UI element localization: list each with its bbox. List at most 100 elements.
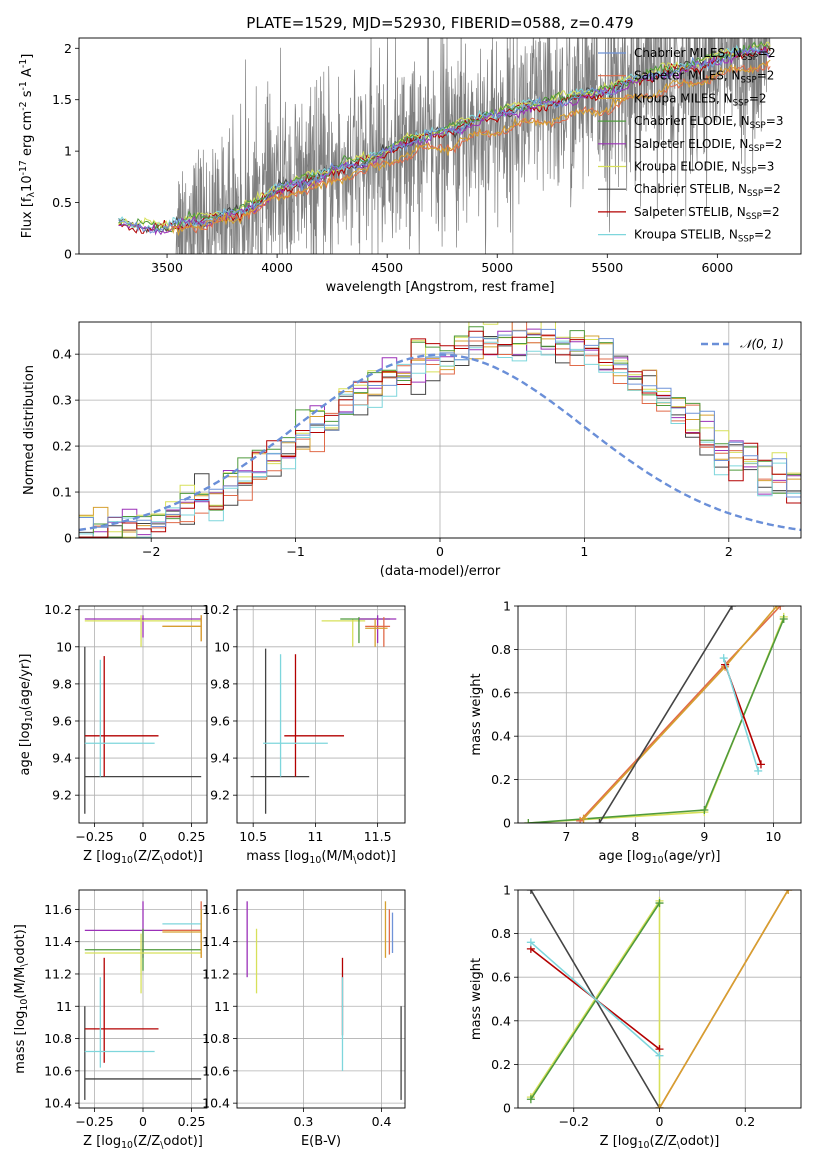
gaussian-curve xyxy=(79,353,801,532)
y-tick-label: 9.8 xyxy=(210,676,230,691)
text-span: ] xyxy=(20,54,35,59)
text-span: )] xyxy=(13,924,28,934)
plot-area xyxy=(118,38,771,254)
y-tick-label: 0.2 xyxy=(491,1057,511,1072)
plot-area xyxy=(250,615,397,814)
x-tick-label: 10.5 xyxy=(239,829,267,844)
weight-line-kroupa_stelib xyxy=(722,657,759,772)
x-tick-label: −0.2 xyxy=(559,1114,589,1129)
text-span: Kroupa ELODIE, N xyxy=(634,160,741,174)
y-tick-label: 1 xyxy=(503,599,511,614)
axes-overlay: 3500 4000 4500 5000 5500 6000 0 0.5 1 1.5 2 wavelen… xyxy=(18,14,802,295)
weight-marker-salpeter_miles xyxy=(776,606,785,610)
y-tick-label: 9.6 xyxy=(210,713,230,728)
y-tick-label: 9.4 xyxy=(210,751,230,766)
x-tick-label: 5500 xyxy=(591,260,623,275)
y-tick-label: 1.5 xyxy=(52,92,72,107)
panel-spectrum: 3500 4000 4500 5000 5500 6000 0 0.5 1 1.5 2 wavelen… xyxy=(18,14,802,295)
text-span: ( xyxy=(321,849,326,864)
y-tick-label: 9.4 xyxy=(52,751,72,766)
model-spectrum-kroupa_miles xyxy=(171,59,771,237)
weight-line-chabrier_stelib xyxy=(598,606,733,823)
x-tick-label: −0.25 xyxy=(75,829,113,844)
y-tick-label: 0.2 xyxy=(491,772,511,787)
x-tick-label: 0.2 xyxy=(735,1114,755,1129)
x-axis-label: E(B-V) xyxy=(301,1134,341,1149)
y-tick-label: 9.6 xyxy=(52,713,72,728)
text-span: ( xyxy=(649,1134,654,1149)
histogram-chabrier_miles xyxy=(79,328,801,528)
text-span: M/M xyxy=(326,849,353,864)
text-span: 10 xyxy=(20,175,35,192)
text-span: age [log xyxy=(598,849,651,864)
weight-marker-chabrier_elodie xyxy=(779,615,788,624)
x-tick-label: 4000 xyxy=(261,260,293,275)
x-tick-label: −1 xyxy=(286,544,304,559)
x-tick-label: 0 xyxy=(139,829,147,844)
text-span: mass weight xyxy=(469,958,484,1040)
text-span: Flux [f xyxy=(20,197,35,238)
y-tick-label: 10.4 xyxy=(44,1096,72,1111)
y-tick-label: 11 xyxy=(56,999,72,1014)
weight-marker-kroupa_miles xyxy=(655,1104,664,1108)
weight-marker-kroupa_stelib xyxy=(655,1051,664,1060)
axes-frame xyxy=(517,605,802,824)
text-span: 10 xyxy=(638,1140,650,1151)
histogram-salpeter_stelib xyxy=(79,330,801,538)
y-tick-label: 0.4 xyxy=(52,347,72,362)
legend-label: Chabrier STELIB, NSSP=2 xyxy=(634,182,781,199)
x-tick-label: −0.25 xyxy=(75,1114,113,1129)
legend-label: Chabrier MILES, NSSP=2 xyxy=(634,46,776,63)
histogram-salpeter_elodie xyxy=(79,328,801,538)
y-tick-label: 0.2 xyxy=(52,439,72,454)
text-span: SSP xyxy=(748,144,764,154)
y-tick-label: 11.6 xyxy=(44,902,72,917)
x-tick-label: 0 xyxy=(436,544,444,559)
text-span: 10 xyxy=(309,855,321,866)
y-tick-label: 10.4 xyxy=(202,1096,230,1111)
weight-marker-salpeter_stelib xyxy=(756,760,765,769)
text-span: Z/Z xyxy=(138,849,160,864)
weight-marker-kroupa_miles xyxy=(579,814,588,823)
model-spectrum-chabrier_miles xyxy=(118,47,771,234)
x-tick-label: 10 xyxy=(765,829,781,844)
x-tick-label: 0.3 xyxy=(293,1114,313,1129)
text-span: =2 xyxy=(757,69,775,83)
y-tick-label: 1 xyxy=(503,883,511,898)
x-axis-label: wavelength [Angstrom, rest frame] xyxy=(326,280,555,295)
text-span: ( xyxy=(133,849,138,864)
text-span: Salpeter MILES, N xyxy=(634,69,741,83)
x-tick-label: 0 xyxy=(656,1114,664,1129)
legend-label: Kroupa MILES, NSSP=2 xyxy=(634,91,767,108)
y-axis-label: mass [log10(M/M\odot)] xyxy=(13,924,30,1074)
text-span: SSP xyxy=(750,121,766,131)
text-span: wavelength [Angstrom, rest frame] xyxy=(326,280,555,295)
legend-label: 𝒩(0, 1) xyxy=(740,337,784,351)
text-span: =3 xyxy=(766,114,784,128)
weight-line-kroupa_stelib xyxy=(530,941,661,1057)
x-tick-label: 0 xyxy=(139,1114,147,1129)
text-span: SSP xyxy=(738,235,754,245)
text-span: =2 xyxy=(758,46,776,60)
y-tick-label: 9.2 xyxy=(52,788,72,803)
text-span: Chabrier ELODIE, N xyxy=(634,114,750,128)
y-tick-label: 0.8 xyxy=(491,642,511,657)
x-tick-label: 11 xyxy=(307,829,323,844)
weight-line-chabrier_elodie xyxy=(530,902,661,1100)
text-span: Normed distribution xyxy=(22,365,37,495)
y-tick-label: 0 xyxy=(64,247,72,262)
y-tick-label: 10 xyxy=(214,639,230,654)
text-span: 10 xyxy=(24,710,35,722)
weight-marker-kroupa_stelib xyxy=(526,938,535,947)
x-tick-label: 9 xyxy=(700,829,708,844)
text-span: =2 xyxy=(762,205,780,219)
y-tick-label: 0.8 xyxy=(491,926,511,941)
axes-overlay: −2 −1 0 1 2 0 0.1 0.2 0.3 0.4 (data-model)/error No… xyxy=(22,321,802,579)
plot-area xyxy=(524,606,788,823)
y-axis-label: Flux [fλ10-17 erg cm-2 s-1 A-1] xyxy=(18,54,37,239)
legend: 𝒩(0, 1) xyxy=(701,337,784,351)
text-span: odot xyxy=(163,849,192,864)
